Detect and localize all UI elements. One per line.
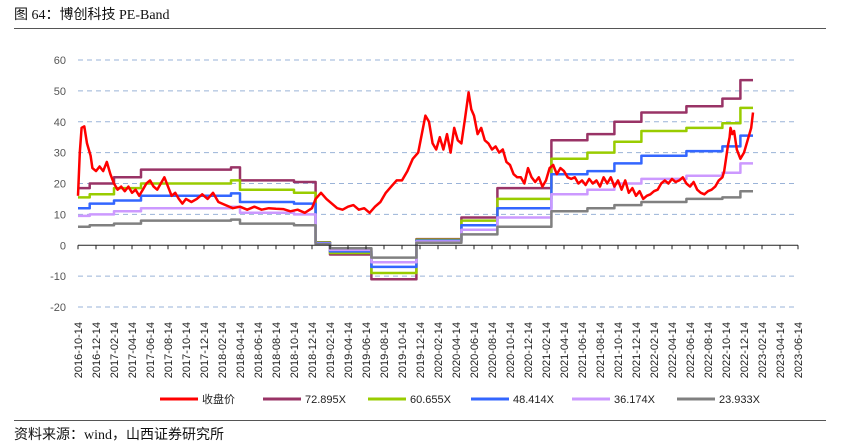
y-tick-label: -20 bbox=[50, 302, 66, 314]
x-tick-label: 2022-06-14 bbox=[685, 322, 697, 378]
x-tick-label: 2017-06-14 bbox=[145, 322, 157, 378]
x-tick-label: 2018-08-14 bbox=[271, 322, 283, 378]
x-tick-label: 2018-10-14 bbox=[289, 322, 301, 378]
x-tick-label: 2021-06-14 bbox=[577, 322, 589, 378]
legend: 收盘价 72.895X 60.655X 48.414X 36.174X 23.933X bbox=[160, 392, 761, 406]
x-tick-label: 2016-12-14 bbox=[91, 322, 103, 378]
x-tick-label: 2017-08-14 bbox=[163, 322, 175, 378]
legend-label: 60.655X bbox=[410, 394, 452, 406]
y-tick-label: 0 bbox=[60, 240, 66, 252]
series-line-5 bbox=[78, 189, 753, 259]
y-tick-label: -10 bbox=[50, 271, 66, 283]
x-tick-label: 2019-08-14 bbox=[379, 322, 391, 378]
x-tick-label: 2023-04-14 bbox=[775, 322, 787, 378]
source-note: 资料来源：wind，山西证券研究所 bbox=[14, 428, 224, 443]
x-tick-label: 2021-02-14 bbox=[541, 322, 553, 378]
x-tick-label: 2019-04-14 bbox=[343, 322, 355, 378]
legend-label: 23.933X bbox=[719, 394, 761, 406]
y-tick-label: 40 bbox=[54, 117, 66, 129]
legend-label: 48.414X bbox=[513, 394, 555, 406]
x-tick-label: 2019-06-14 bbox=[361, 322, 373, 378]
x-tick-label: 2018-12-14 bbox=[307, 322, 319, 378]
y-tick-label: 60 bbox=[54, 55, 66, 67]
bottom-rule bbox=[14, 420, 826, 421]
x-tick-label: 2019-02-14 bbox=[325, 322, 337, 378]
legend-label: 36.174X bbox=[614, 394, 656, 406]
x-tick-label: 2017-02-14 bbox=[109, 322, 121, 378]
x-axis bbox=[77, 244, 799, 250]
x-tick-label: 2020-12-14 bbox=[523, 322, 535, 378]
x-tick-label: 2020-04-14 bbox=[451, 322, 463, 378]
x-tick-label: 2020-08-14 bbox=[487, 322, 499, 378]
x-tick-label: 2017-10-14 bbox=[181, 322, 193, 378]
x-tick-label: 2020-06-14 bbox=[469, 322, 481, 378]
x-tick-label: 2023-06-14 bbox=[793, 322, 805, 378]
legend-label: 收盘价 bbox=[202, 392, 235, 406]
y-tick-label: 10 bbox=[54, 209, 66, 221]
y-tick-labels: -20 -10 0 10 20 30 40 50 60 bbox=[50, 55, 66, 314]
x-tick-label: 2018-04-14 bbox=[235, 322, 247, 378]
x-tick-label: 2022-04-14 bbox=[667, 322, 679, 378]
x-tick-labels: 2016-10-14 2016-12-14 2017-02-14 2017-04-14… bbox=[73, 322, 805, 378]
x-tick-label: 2023-02-14 bbox=[757, 322, 769, 378]
y-tick-label: 50 bbox=[54, 86, 66, 98]
x-tick-label: 2018-06-14 bbox=[253, 322, 265, 378]
x-tick-label: 2017-04-14 bbox=[127, 322, 139, 378]
x-tick-label: 2021-10-14 bbox=[613, 322, 625, 378]
x-tick-label: 2022-02-14 bbox=[649, 322, 661, 378]
x-tick-label: 2019-10-14 bbox=[397, 322, 409, 378]
x-tick-label: 2018-02-14 bbox=[217, 322, 229, 378]
x-tick-label: 2020-10-14 bbox=[505, 322, 517, 378]
x-tick-label: 2022-10-14 bbox=[721, 322, 733, 378]
series-line-0 bbox=[76, 91, 755, 215]
x-tick-label: 2021-08-14 bbox=[595, 322, 607, 378]
legend-label: 72.895X bbox=[305, 394, 347, 406]
x-tick-label: 2022-12-14 bbox=[739, 322, 751, 378]
x-tick-label: 2019-12-14 bbox=[415, 322, 427, 378]
x-tick-label: 2016-10-14 bbox=[73, 322, 85, 378]
series-lines bbox=[76, 78, 755, 281]
chart-title: 图 64：博创科技 PE-Band bbox=[14, 8, 170, 23]
x-tick-label: 2020-02-14 bbox=[433, 322, 445, 378]
x-tick-label: 2022-08-14 bbox=[703, 322, 715, 378]
y-tick-label: 30 bbox=[54, 148, 66, 160]
top-rule bbox=[14, 28, 826, 29]
x-tick-label: 2021-12-14 bbox=[631, 322, 643, 378]
x-tick-label: 2017-12-14 bbox=[199, 322, 211, 378]
x-tick-label: 2021-04-14 bbox=[559, 322, 571, 378]
y-tick-label: 20 bbox=[54, 179, 66, 191]
